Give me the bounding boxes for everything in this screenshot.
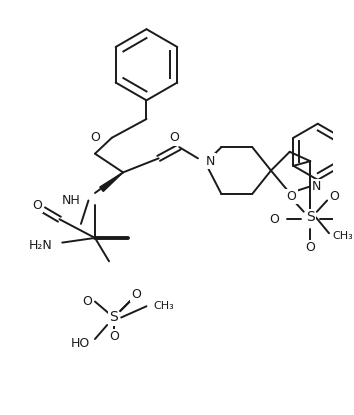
Text: O: O (131, 288, 141, 300)
Text: O: O (170, 131, 179, 144)
Text: O: O (109, 330, 119, 343)
Text: H₂N: H₂N (29, 239, 53, 252)
Text: CH₃: CH₃ (333, 231, 354, 241)
Text: O: O (306, 241, 315, 254)
Text: S: S (306, 210, 315, 225)
Text: S: S (109, 310, 118, 325)
Text: O: O (269, 213, 279, 226)
Text: N: N (312, 180, 321, 193)
Text: O: O (82, 295, 92, 308)
Text: CH₃: CH₃ (153, 301, 174, 311)
Text: HO: HO (71, 337, 90, 350)
Polygon shape (100, 172, 123, 191)
Text: O: O (32, 199, 42, 212)
Text: O: O (329, 190, 339, 203)
Text: N: N (205, 155, 215, 168)
Text: NH: NH (62, 194, 81, 207)
Text: O: O (287, 190, 297, 203)
Text: S: S (306, 212, 315, 226)
Text: O: O (90, 131, 100, 144)
